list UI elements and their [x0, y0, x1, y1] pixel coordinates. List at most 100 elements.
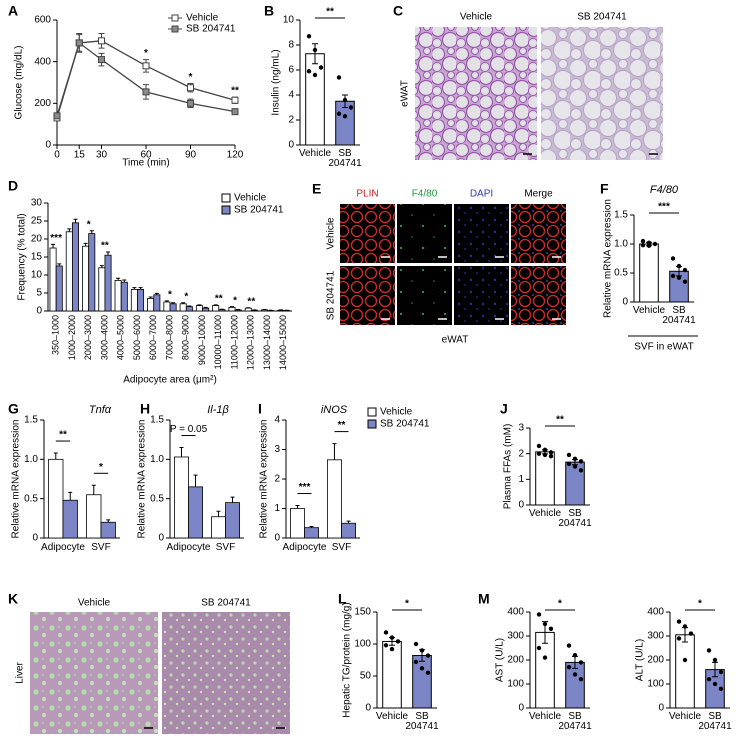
data-point: [572, 653, 578, 658]
x-tick-label: SB 204741: [328, 148, 362, 169]
y-tick-label: 100: [507, 679, 524, 690]
data-point: [572, 456, 578, 461]
error-bar: [51, 243, 56, 248]
bar: [98, 267, 106, 312]
legend-swatch: [221, 193, 231, 203]
data-point: [395, 639, 401, 644]
y-tick-label: 0: [36, 306, 42, 317]
y-tick-label: 600: [34, 15, 51, 26]
annotation: ***: [299, 482, 311, 493]
x-tick-label: Vehicle: [632, 305, 666, 316]
footnote: SVF in eWAT: [634, 342, 693, 353]
column-label: F4/80: [412, 189, 438, 200]
x-tick-label: 15: [74, 150, 86, 161]
bar: [212, 305, 220, 312]
column-label: Vehicle: [78, 598, 111, 609]
data-point: [578, 459, 584, 464]
y-tick-label: 1: [274, 503, 280, 514]
panel-letter: L: [338, 591, 347, 607]
bar: [639, 243, 659, 303]
panel-letter: C: [393, 3, 403, 19]
data-point: [536, 612, 542, 617]
error-bar: [132, 287, 137, 290]
data-point: [383, 630, 389, 635]
micrograph: [397, 266, 452, 325]
micrograph: [454, 204, 509, 263]
panel-letter: J: [500, 401, 508, 417]
x-tick-label: 12000–13000: [246, 315, 256, 370]
x-tick-label: 11000–12000: [229, 315, 239, 369]
column-label: SB 204741: [577, 12, 627, 23]
annotation: *: [87, 219, 91, 230]
y-tick-label: 10: [283, 15, 295, 26]
error-bar: [213, 304, 218, 306]
data-point: [676, 619, 682, 624]
data-point: [342, 97, 348, 103]
column-label: PLIN: [356, 189, 378, 200]
y-tick-label: 25: [31, 216, 43, 227]
error-bar: [91, 484, 96, 495]
y-tick-label: 4: [288, 90, 294, 101]
caption: eWAT: [442, 335, 469, 346]
legend-label: Vehicle: [234, 193, 267, 204]
data-point: [419, 666, 425, 671]
bar: [179, 303, 187, 312]
data-point: [413, 659, 419, 665]
data-point: [536, 443, 542, 449]
y-tick-label: 20: [31, 234, 43, 245]
error-bar: [197, 304, 202, 306]
data-point: [670, 256, 676, 261]
y-tick-label: 0: [518, 703, 524, 714]
y-tick-label: 0: [288, 140, 294, 151]
row-label: Liver: [15, 661, 26, 683]
legend-marker: [171, 14, 179, 22]
chart-title: F4/80: [650, 184, 679, 196]
data-point: [425, 653, 431, 658]
marker: [142, 62, 150, 70]
y-tick-label: 200: [647, 655, 664, 666]
data-point: [640, 242, 646, 248]
x-tick-label: Adipocyte: [282, 542, 327, 553]
y-axis-label: Hepatic TG/protein (mg/g): [342, 602, 353, 717]
panel-letter: F: [600, 181, 609, 197]
data-point: [419, 648, 425, 653]
y-tick-label: 2: [288, 115, 294, 126]
data-point: [578, 677, 584, 682]
bar: [100, 521, 116, 539]
y-axis-label: Glucose (mg/dL): [14, 46, 25, 120]
bar: [48, 458, 64, 539]
y-tick-label: 400: [507, 607, 524, 618]
y-tick-label: 300: [507, 631, 524, 642]
legend-label: Vehicle: [380, 407, 413, 418]
bar: [169, 303, 177, 312]
annotation: *: [144, 48, 148, 59]
x-tick-label: 350–1000: [51, 315, 61, 355]
error-bar: [193, 474, 198, 487]
y-tick-label: 0: [518, 500, 524, 511]
marker: [187, 84, 194, 92]
y-tick-label: 200: [34, 98, 51, 109]
annotation: *: [233, 295, 237, 306]
x-tick-label: SVF: [215, 542, 236, 553]
data-point: [542, 447, 548, 453]
error-bar: [106, 519, 111, 523]
error-bar: [138, 287, 143, 290]
data-point: [548, 450, 554, 455]
bar: [188, 486, 203, 539]
y-tick-label: 1: [518, 474, 524, 485]
data-point: [306, 69, 312, 74]
x-tick-label: 7000–8000: [164, 315, 174, 360]
bar: [163, 301, 171, 312]
data-point: [682, 657, 688, 663]
legend-swatch: [221, 205, 231, 215]
y-tick-label: 30: [31, 198, 43, 209]
annotation: *: [558, 599, 562, 610]
marker: [142, 88, 150, 96]
data-point: [670, 273, 676, 279]
micrograph: [511, 266, 566, 325]
panel-letter: D: [8, 178, 18, 194]
y-axis-label: ALT (U/L): [635, 639, 646, 681]
error-bar: [122, 279, 127, 283]
data-point: [640, 238, 646, 244]
